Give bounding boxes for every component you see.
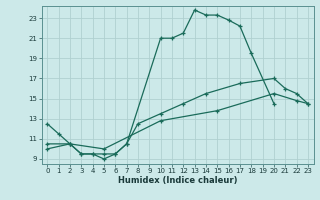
X-axis label: Humidex (Indice chaleur): Humidex (Indice chaleur) [118, 176, 237, 185]
